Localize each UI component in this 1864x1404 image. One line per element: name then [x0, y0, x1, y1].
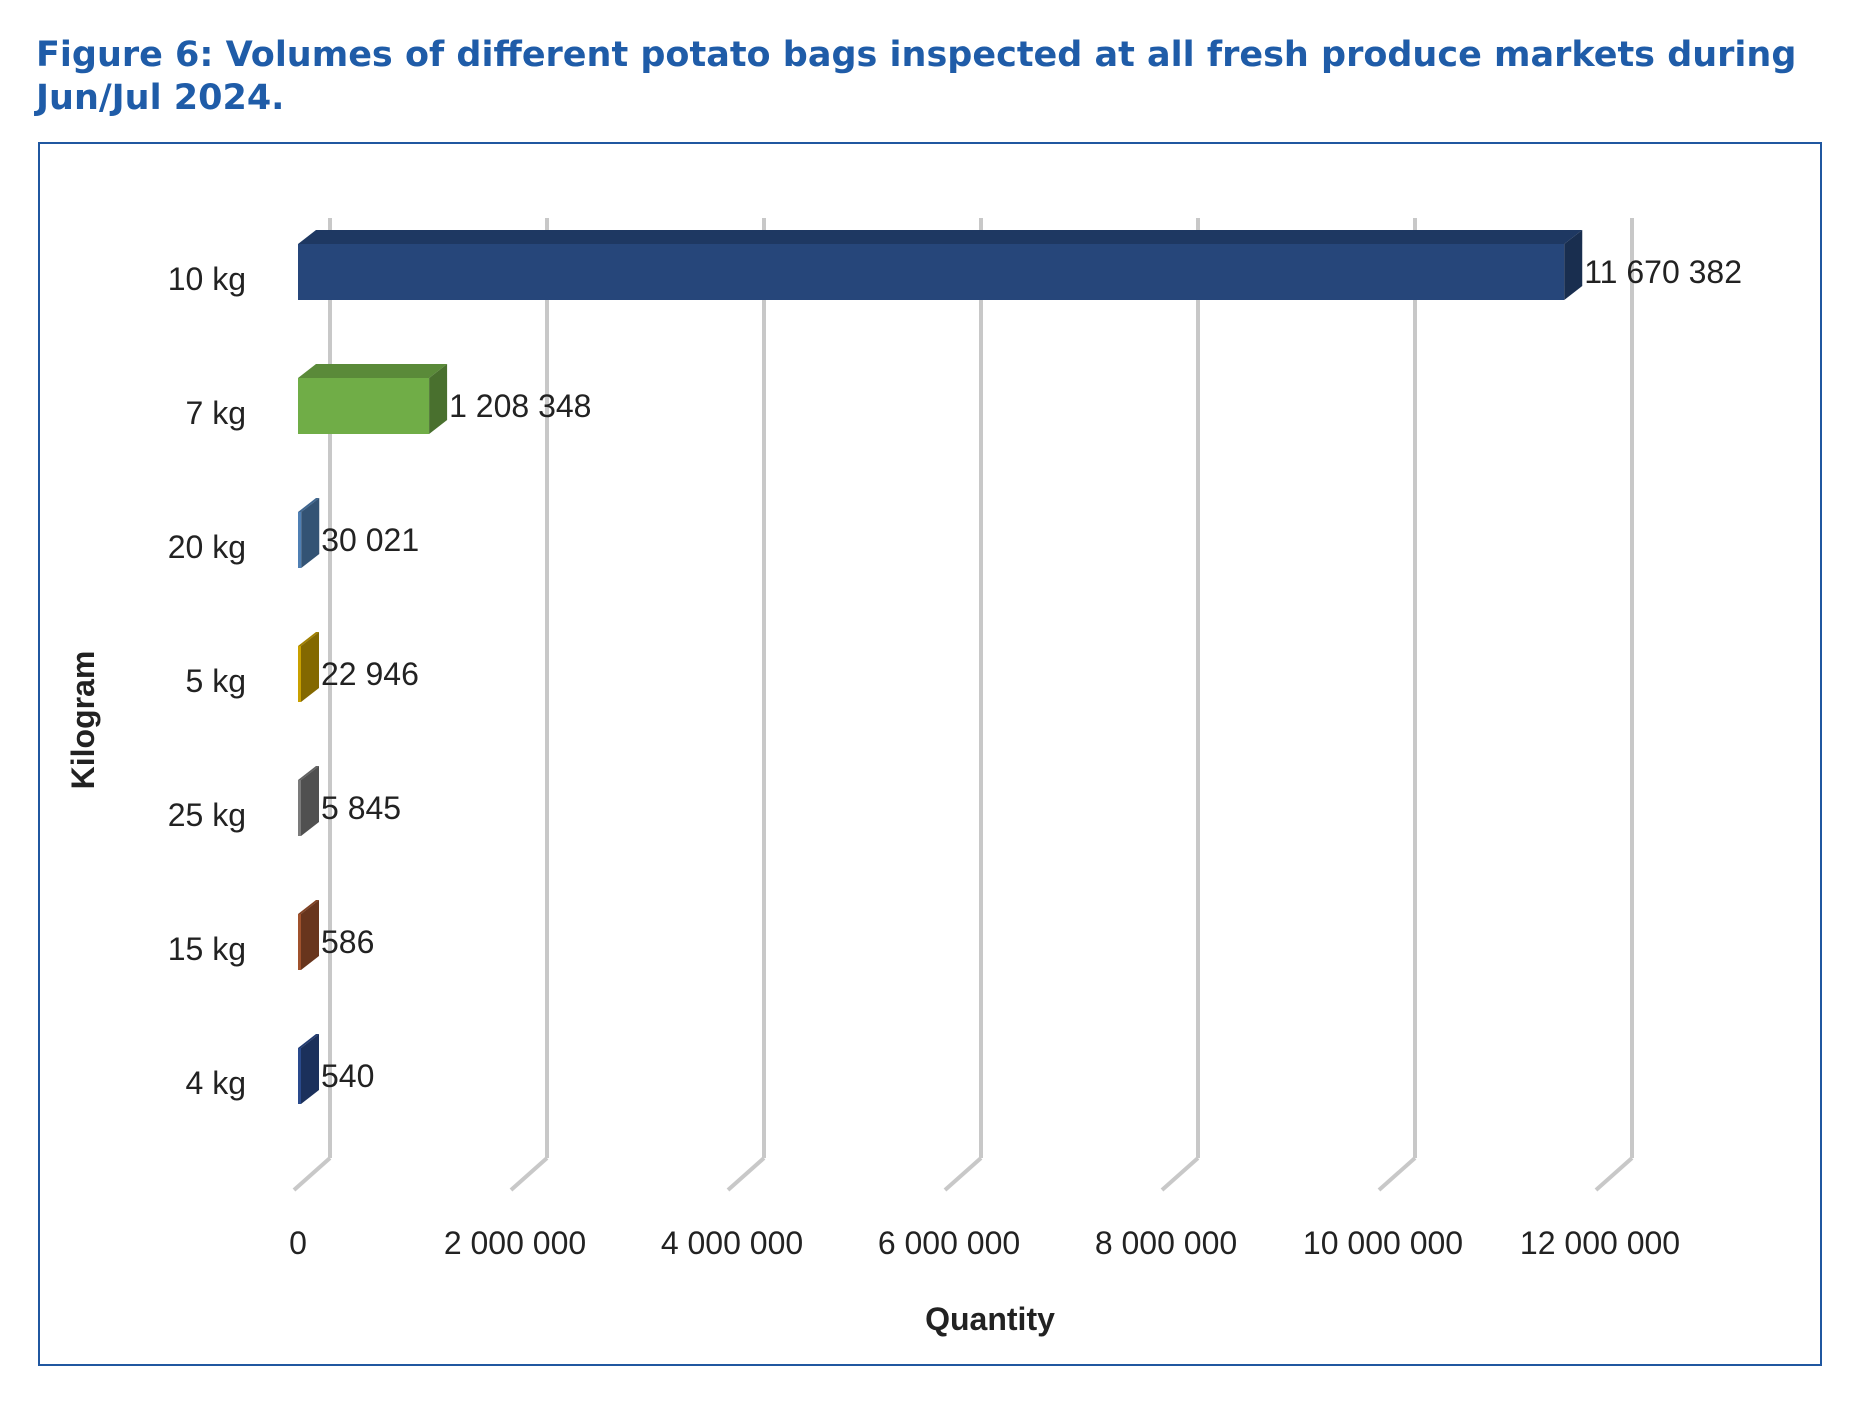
value-label: 1 208 348 — [449, 388, 591, 424]
gridline-floor — [726, 1156, 766, 1192]
x-tick-label: 10 000 000 — [1303, 1225, 1463, 1261]
value-label: 5 845 — [321, 790, 401, 826]
bar-side — [301, 900, 319, 970]
bar — [298, 364, 448, 434]
bar-top — [298, 230, 1583, 244]
x-tick-label: 8 000 000 — [1095, 1225, 1237, 1261]
gridline-floor — [1160, 1156, 1200, 1192]
category-label: 25 kg — [168, 797, 246, 833]
bar-front — [298, 646, 301, 702]
labels: 0 2 000 000 4 000 000 6 000 000 8 000 000 10 … — [168, 254, 1742, 1261]
bar-side — [429, 364, 448, 434]
bar — [298, 230, 1583, 300]
category-label: 4 kg — [186, 1065, 246, 1101]
figure-title: Figure 6: Volumes of different potato ba… — [36, 35, 1797, 118]
bar-front — [298, 244, 1565, 300]
gridline-floor — [943, 1156, 983, 1192]
bar-side — [301, 1034, 319, 1104]
bar-top — [298, 1034, 319, 1048]
bar-side — [1564, 230, 1583, 300]
gridlines — [292, 218, 1634, 1192]
value-label: 11 670 382 — [1584, 254, 1742, 290]
x-axis-title: Quantity — [925, 1301, 1055, 1337]
category-label: 15 kg — [168, 931, 246, 967]
value-label: 540 — [321, 1058, 374, 1094]
y-axis-title: Kilogram — [65, 651, 101, 790]
bar-front — [298, 1048, 301, 1104]
bar — [298, 1034, 319, 1104]
bar-front — [298, 914, 301, 970]
bar-top — [298, 498, 320, 512]
value-label: 30 021 — [321, 522, 419, 558]
bar-top — [298, 364, 448, 378]
bar — [298, 498, 320, 568]
x-tick-label: 2 000 000 — [444, 1225, 586, 1261]
bar-top — [298, 632, 319, 646]
bar — [298, 900, 319, 970]
category-label: 20 kg — [168, 529, 246, 565]
bar-front — [298, 780, 301, 836]
x-tick-label: 4 000 000 — [661, 1225, 803, 1261]
category-label: 10 kg — [168, 261, 246, 297]
value-label: 22 946 — [321, 656, 419, 692]
bar-top — [298, 900, 319, 914]
gridline-floor — [1594, 1156, 1634, 1192]
x-tick-label: 0 — [289, 1225, 307, 1261]
category-label: 5 kg — [186, 663, 246, 699]
bar-top — [298, 766, 319, 780]
bar-side — [301, 632, 319, 702]
bar-front — [298, 378, 430, 434]
gridline-floor — [509, 1156, 549, 1192]
chart-frame — [38, 142, 1822, 1366]
category-label: 7 kg — [186, 395, 246, 431]
gridline-floor — [1377, 1156, 1417, 1192]
bars — [298, 230, 1583, 1104]
bar-side — [301, 766, 319, 836]
x-tick-label: 12 000 000 — [1520, 1225, 1680, 1261]
bar — [298, 632, 319, 702]
x-tick-label: 6 000 000 — [878, 1225, 1020, 1261]
value-label: 586 — [321, 924, 374, 960]
bar-side — [301, 498, 320, 568]
bar-front — [298, 512, 302, 568]
gridline-floor — [292, 1156, 332, 1192]
bar — [298, 766, 319, 836]
